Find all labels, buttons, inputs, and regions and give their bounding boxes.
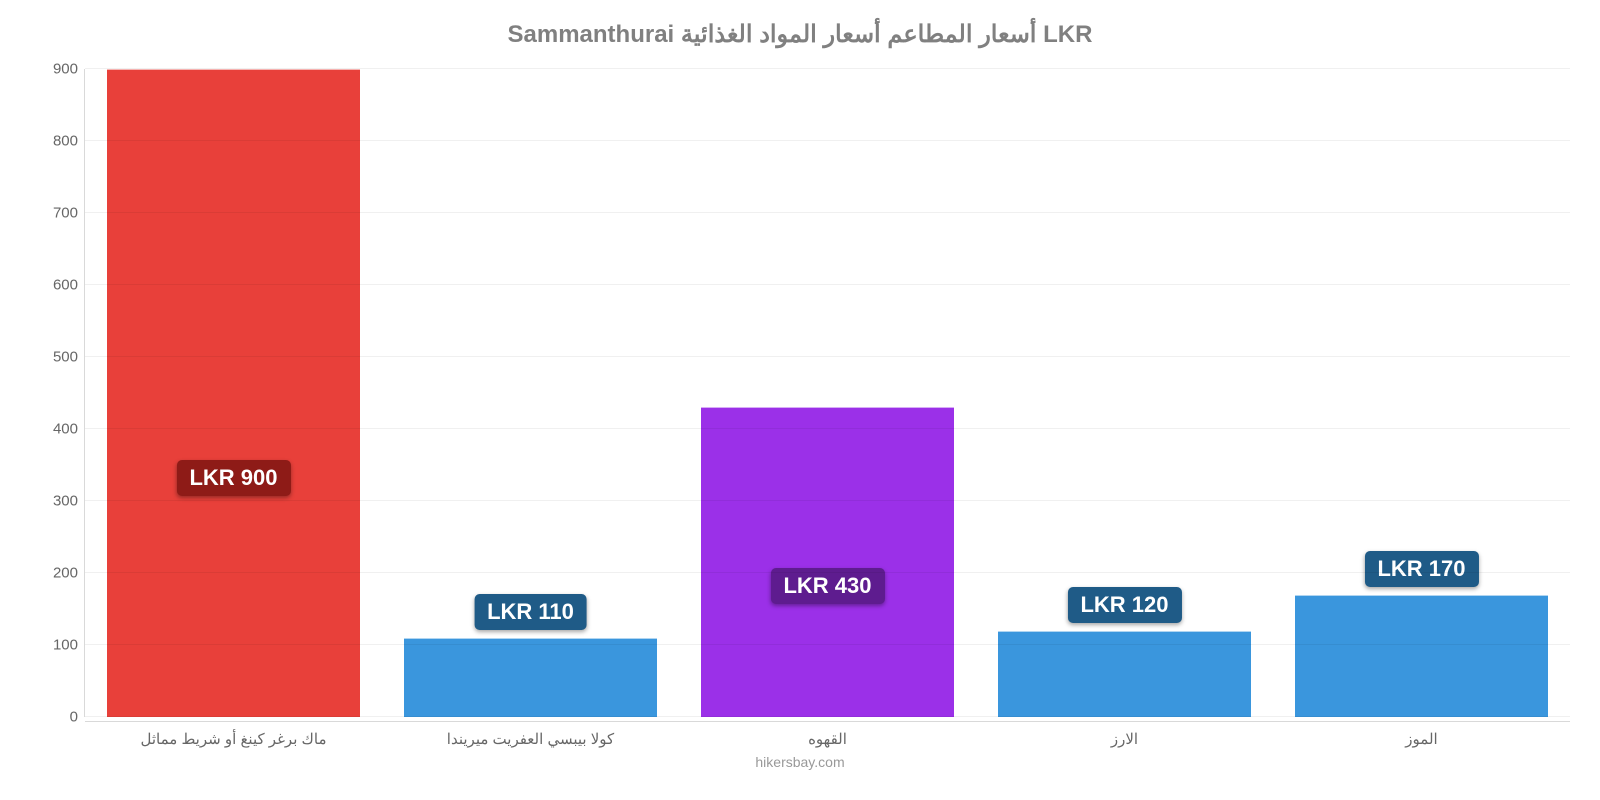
y-tick: 200 [53, 565, 78, 582]
footer-credit: hikersbay.com [30, 754, 1570, 770]
gridline [85, 644, 1570, 645]
bar: LKR 110 [404, 638, 656, 717]
gridline [85, 140, 1570, 141]
bar: LKR 900 [107, 69, 359, 717]
y-tick: 600 [53, 277, 78, 294]
x-axis-label: ماك برغر كينغ أو شريط مماثل [85, 730, 382, 748]
bar: LKR 170 [1295, 595, 1547, 717]
bar: LKR 430 [701, 407, 953, 717]
plot-area: LKR 900 LKR 110 LKR 430 LKR 120 LKR 170 [85, 69, 1570, 717]
gridline [85, 68, 1570, 69]
x-axis-label: الموز [1273, 730, 1570, 748]
gridline [85, 212, 1570, 213]
value-label: LKR 900 [176, 460, 290, 496]
y-tick: 900 [53, 61, 78, 78]
value-label: LKR 110 [474, 594, 587, 630]
x-axis: ماك برغر كينغ أو شريط مماثلكولا بيبسي ال… [85, 721, 1570, 748]
x-axis-label: كولا بيبسي العفريت ميريندا [382, 730, 679, 748]
gridline [85, 716, 1570, 717]
y-tick: 500 [53, 349, 78, 366]
gridline [85, 572, 1570, 573]
bar-slot: LKR 170 [1273, 69, 1570, 717]
bar-slot: LKR 900 [85, 69, 382, 717]
gridline [85, 500, 1570, 501]
bar-slot: LKR 120 [976, 69, 1273, 717]
bars-row: LKR 900 LKR 110 LKR 430 LKR 120 LKR 170 [85, 69, 1570, 717]
chart-title: Sammanthurai أسعار المطاعم أسعار المواد … [30, 20, 1570, 49]
y-tick: 300 [53, 493, 78, 510]
y-axis: 0100200300400500600700800900 [30, 69, 85, 717]
y-tick: 800 [53, 133, 78, 150]
bar-slot: LKR 430 [679, 69, 976, 717]
x-axis-label: القهوه [679, 730, 976, 748]
y-tick: 100 [53, 637, 78, 654]
gridline [85, 356, 1570, 357]
chart-body: 0100200300400500600700800900 LKR 900LKR … [30, 69, 1570, 717]
value-label: LKR 430 [770, 568, 884, 604]
bar-slot: LKR 110 [382, 69, 679, 717]
y-tick: 400 [53, 421, 78, 438]
x-axis-label: الارز [976, 730, 1273, 748]
y-tick: 700 [53, 205, 78, 222]
value-label: LKR 120 [1067, 587, 1181, 623]
y-tick: 0 [70, 709, 78, 726]
value-label: LKR 170 [1364, 551, 1478, 587]
chart-container: Sammanthurai أسعار المطاعم أسعار المواد … [0, 0, 1600, 800]
gridline [85, 284, 1570, 285]
gridline [85, 428, 1570, 429]
